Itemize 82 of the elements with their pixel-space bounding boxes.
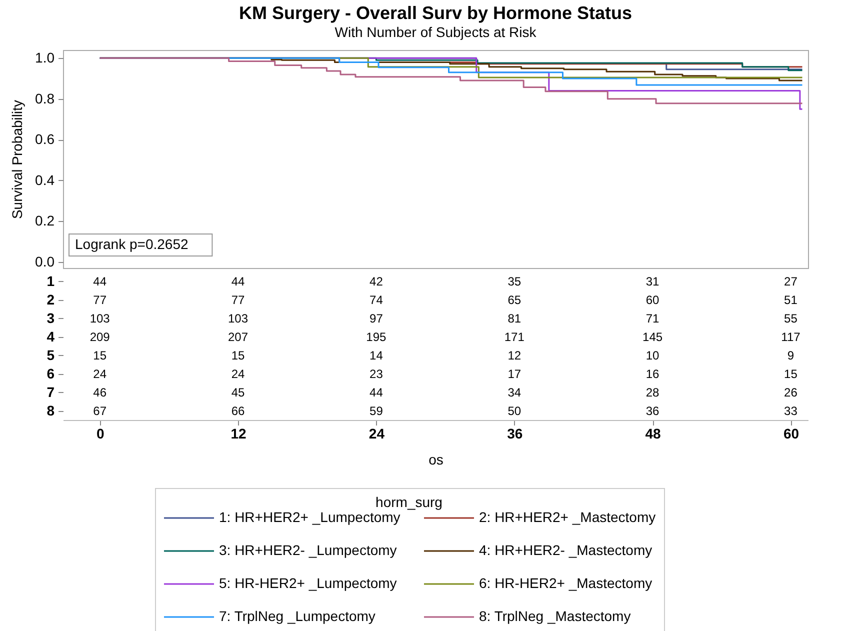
- data-label: 35: [508, 274, 522, 288]
- data-label: 9: [787, 348, 794, 362]
- data-label: 66: [231, 404, 246, 418]
- data-label: 46: [93, 385, 107, 400]
- legend-label: 1: HR+HER2+ _Lumpectomy: [219, 509, 400, 525]
- annotation: Logrank p=0.2652: [75, 236, 188, 252]
- y-tick-label: 1.0: [35, 50, 55, 66]
- data-label: 171: [504, 330, 525, 344]
- data-label: 42: [370, 274, 384, 288]
- data-label: 103: [228, 311, 248, 326]
- data-label: 14: [370, 348, 384, 362]
- data-label: 71: [646, 311, 660, 326]
- data-label: 16: [646, 366, 660, 381]
- legend-label: 7: TrplNeg _Lumpectomy: [219, 608, 376, 624]
- x-tick-label: 0: [96, 426, 104, 442]
- x-tick-label: 12: [230, 426, 247, 442]
- x-tick-label: 36: [507, 426, 523, 442]
- data-label: 51: [784, 292, 798, 307]
- chart-subtitle: With Number of Subjects at Risk: [334, 24, 538, 40]
- y-tick-label: 0.0: [35, 253, 55, 270]
- legend-label: 4: HR+HER2- _Mastectomy: [479, 542, 652, 558]
- y-tick-label: 4: [46, 328, 55, 344]
- y-tick-label: 0.6: [35, 131, 55, 148]
- data-label: 31: [646, 274, 660, 288]
- data-label: 28: [646, 385, 660, 400]
- y-tick-label: 8: [46, 402, 55, 418]
- y-tick-label: 7: [46, 384, 55, 400]
- data-label: 34: [508, 385, 522, 400]
- y-tick-label: 0.8: [35, 90, 55, 106]
- data-label: 77: [93, 292, 107, 307]
- data-label: 26: [784, 385, 798, 400]
- data-label: 23: [370, 366, 384, 381]
- data-label: 36: [646, 404, 660, 418]
- legend-title: horm_surg: [376, 494, 442, 510]
- legend-label: 2: HR+HER2+ _Mastectomy: [479, 509, 656, 525]
- data-label: 65: [508, 292, 522, 307]
- y-tick-label: 0.2: [35, 212, 55, 229]
- data-label: 55: [784, 311, 798, 326]
- x-tick-label: 24: [368, 426, 385, 442]
- chart-title: KM Surgery - Overall Surv by Hormone Status: [238, 3, 632, 23]
- data-label: 27: [784, 274, 798, 288]
- data-label: 45: [231, 385, 246, 400]
- data-label: 60: [646, 292, 660, 307]
- data-label: 15: [784, 366, 798, 381]
- data-label: 145: [642, 330, 663, 344]
- data-label: 74: [370, 292, 384, 307]
- data-label: 81: [508, 311, 522, 326]
- data-label: 24: [231, 366, 246, 381]
- data-label: 207: [228, 330, 248, 344]
- x-tick-label: 48: [645, 426, 662, 442]
- data-label: 15: [231, 348, 246, 362]
- x-tick-label: 60: [783, 426, 800, 442]
- data-label: 103: [90, 311, 110, 326]
- data-label: 12: [508, 348, 522, 362]
- data-label: 195: [366, 330, 387, 344]
- data-label: 10: [646, 348, 660, 362]
- data-label: 59: [370, 404, 384, 418]
- y-axis-title: Survival Probability: [9, 100, 26, 220]
- y-tick-label: 0.4: [35, 172, 55, 188]
- y-tick-label: 5: [46, 346, 55, 363]
- data-label: 97: [370, 311, 384, 326]
- y-tick-label: 2: [46, 291, 55, 308]
- data-label: 50: [508, 404, 522, 418]
- legend-label: 6: HR-HER2+ _Mastectomy: [479, 575, 652, 591]
- data-label: 24: [93, 366, 107, 381]
- y-tick-label: 1: [46, 272, 55, 289]
- legend-label: 5: HR-HER2+ _Lumpectomy: [219, 575, 397, 591]
- legend-label: 3: HR+HER2- _Lumpectomy: [219, 542, 397, 558]
- data-label: 117: [781, 330, 801, 344]
- data-label: 67: [93, 404, 107, 418]
- data-label: 33: [784, 404, 798, 418]
- y-tick-label: 3: [46, 310, 55, 326]
- data-label: 17: [508, 366, 522, 381]
- data-label: 77: [231, 292, 246, 307]
- data-label: 44: [93, 274, 107, 288]
- data-label: 44: [370, 385, 384, 400]
- y-tick-label: 6: [46, 365, 55, 382]
- x-axis-title: os: [428, 452, 444, 468]
- data-label: 15: [93, 348, 107, 362]
- legend-label: 8: TrplNeg _Mastectomy: [479, 608, 631, 624]
- data-label: 209: [90, 330, 110, 344]
- data-label: 44: [231, 274, 246, 288]
